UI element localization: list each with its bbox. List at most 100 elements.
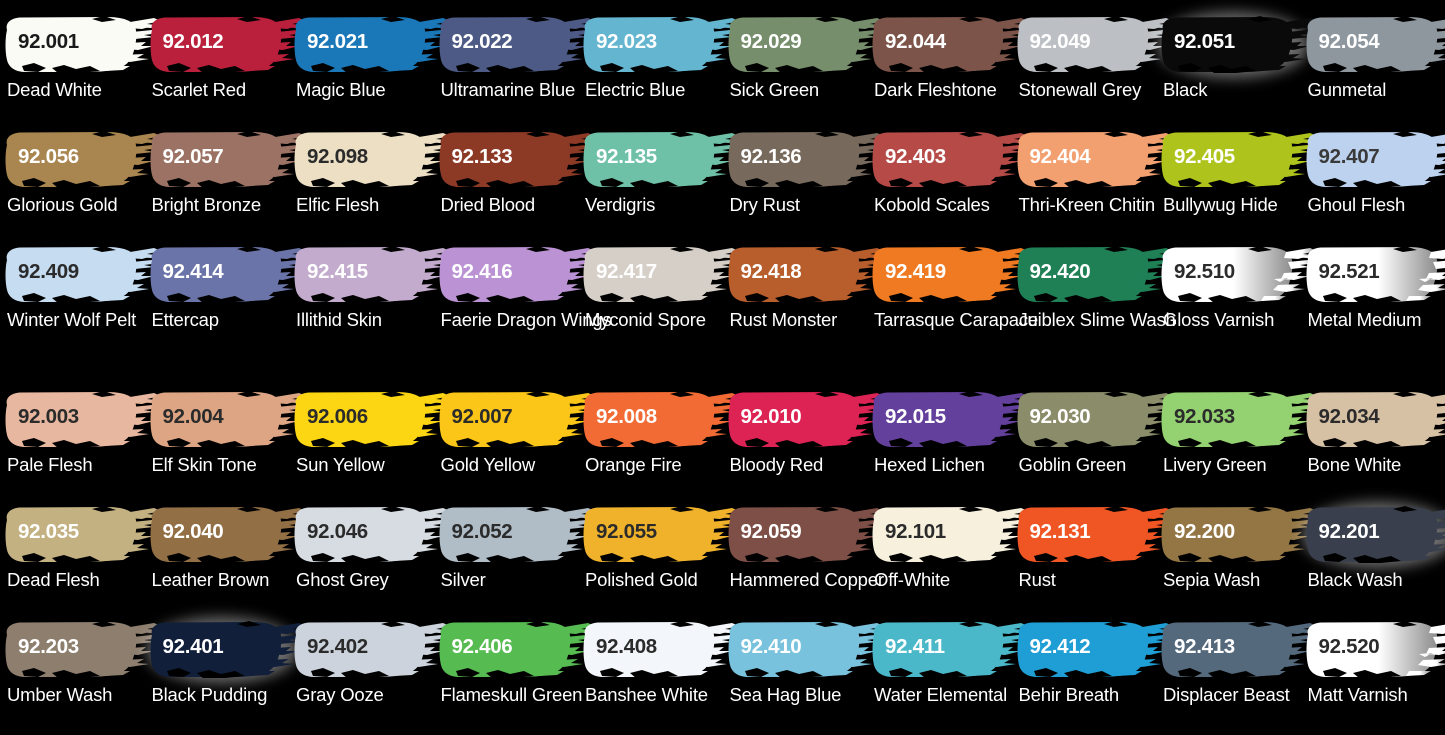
paint-swatch[interactable]: 92.414 Ettercap — [145, 230, 307, 345]
paint-name: Off-White — [874, 569, 950, 590]
paint-swatch[interactable]: 92.044 Dark Fleshtone — [867, 0, 1029, 115]
paint-name: Sea Hag Blue — [729, 684, 842, 705]
paint-swatch[interactable]: 92.007 Gold Yellow — [434, 375, 596, 490]
paint-swatch[interactable]: 92.411 Water Elemental — [867, 605, 1029, 720]
paint-name: Bone White — [1307, 454, 1402, 475]
paint-code: 92.101 — [885, 520, 946, 543]
paint-swatch[interactable]: 92.200 Sepia Wash — [1156, 490, 1318, 605]
paint-swatch[interactable]: 92.022 Ultramarine Blue — [434, 0, 596, 115]
paint-swatch[interactable]: 92.131 Rust — [1012, 490, 1174, 605]
paint-code: 92.029 — [740, 30, 802, 53]
paint-swatch[interactable]: 92.030 Goblin Green — [1012, 375, 1174, 490]
paint-swatch[interactable]: 92.054 Gunmetal — [1301, 0, 1445, 115]
paint-swatch[interactable]: 92.408 Banshee White — [578, 605, 740, 720]
paint-swatch[interactable]: 92.415 Illithid Skin — [289, 230, 451, 345]
paint-code: 92.510 — [1174, 260, 1235, 283]
paint-code: 92.413 — [1174, 635, 1235, 658]
paint-code: 92.408 — [596, 635, 657, 658]
paint-swatch[interactable]: 92.412 Behir Breath — [1012, 605, 1174, 720]
paint-name: Dried Blood — [440, 194, 536, 215]
paint-code: 92.046 — [307, 520, 368, 543]
paint-name: Black — [1163, 79, 1208, 100]
paint-swatch[interactable]: 92.416 Faerie Dragon Wings — [434, 230, 612, 345]
paint-swatch[interactable]: 92.521 Metal Medium — [1301, 230, 1445, 345]
paint-swatch[interactable]: 92.135 Verdigris — [578, 115, 740, 230]
paint-swatch[interactable]: 92.049 Stonewall Grey — [1012, 0, 1174, 115]
paint-swatch[interactable]: 92.033 Livery Green — [1156, 375, 1318, 490]
paint-swatch[interactable]: 92.046 Ghost Grey — [289, 490, 451, 605]
paint-swatch[interactable]: 92.051 Black — [1156, 0, 1318, 115]
paint-swatch[interactable]: 92.098 Elfic Flesh — [289, 115, 451, 230]
paint-swatch[interactable]: 92.015 Hexed Lichen — [867, 375, 1029, 490]
paint-name: Thri-Kreen Chitin — [1018, 194, 1156, 215]
paint-swatch[interactable]: 92.406 Flameskull Green — [434, 605, 596, 720]
paint-swatch[interactable]: 92.407 Ghoul Flesh — [1301, 115, 1445, 230]
paint-swatch[interactable]: 92.418 Rust Monster — [723, 230, 885, 345]
paint-swatch[interactable]: 92.101 Off-White — [867, 490, 1029, 605]
paint-swatch[interactable]: 92.133 Dried Blood — [434, 115, 596, 230]
paint-swatch[interactable]: 92.010 Bloody Red — [723, 375, 885, 490]
paint-code: 92.044 — [885, 30, 946, 53]
paint-name: Displacer Beast — [1163, 684, 1290, 705]
paint-code: 92.418 — [740, 260, 802, 283]
paint-code: 92.004 — [162, 405, 224, 428]
paint-swatch[interactable]: 92.417 Myconid Spore — [578, 230, 740, 345]
paint-swatch[interactable]: 92.401 Black Pudding — [145, 605, 307, 720]
paint-swatch[interactable]: 92.001 Dead White — [0, 0, 162, 115]
paint-swatch[interactable]: 92.055 Polished Gold — [578, 490, 740, 605]
paint-name: Livery Green — [1163, 454, 1267, 475]
paint-code: 92.520 — [1318, 635, 1380, 658]
paint-code: 92.035 — [18, 520, 79, 543]
paint-swatch[interactable]: 92.021 Magic Blue — [289, 0, 451, 115]
paint-swatch[interactable]: 92.410 Sea Hag Blue — [723, 605, 885, 720]
paint-swatch[interactable]: 92.023 Electric Blue — [578, 0, 740, 115]
paint-name: Ultramarine Blue — [440, 79, 576, 100]
paint-swatch[interactable]: 92.405 Bullywug Hide — [1156, 115, 1318, 230]
paint-swatch[interactable]: 92.008 Orange Fire — [578, 375, 740, 490]
paint-swatch[interactable]: 92.403 Kobold Scales — [867, 115, 1029, 230]
paint-swatch[interactable]: 92.029 Sick Green — [723, 0, 885, 115]
paint-swatch[interactable]: 92.409 Winter Wolf Pelt — [0, 230, 162, 345]
paint-code: 92.201 — [1318, 520, 1380, 543]
paint-name: Tarrasque Carapace — [874, 309, 1039, 330]
paint-name: Juiblex Slime Wash — [1018, 309, 1176, 330]
paint-swatch[interactable]: 92.510 Gloss Varnish — [1156, 230, 1318, 345]
paint-code: 92.405 — [1174, 145, 1235, 168]
paint-swatch[interactable]: 92.003 Pale Flesh — [0, 375, 162, 490]
paint-swatch[interactable]: 92.035 Dead Flesh — [0, 490, 162, 605]
paint-swatch[interactable]: 92.004 Elf Skin Tone — [145, 375, 307, 490]
paint-name: Ettercap — [151, 309, 219, 330]
paint-name: Electric Blue — [585, 79, 686, 100]
paint-swatch[interactable]: 92.203 Umber Wash — [0, 605, 162, 720]
paint-swatch[interactable]: 92.520 Matt Varnish — [1301, 605, 1445, 720]
paint-swatch[interactable]: 92.402 Gray Ooze — [289, 605, 451, 720]
paint-name: Hexed Lichen — [874, 454, 985, 475]
paint-swatch[interactable]: 92.040 Leather Brown — [145, 490, 307, 605]
paint-swatch[interactable]: 92.006 Sun Yellow — [289, 375, 451, 490]
paint-swatch[interactable]: 92.059 Hammered Copper — [723, 490, 885, 605]
paint-swatch[interactable]: 92.057 Bright Bronze — [145, 115, 307, 230]
paint-swatch[interactable]: 92.052 Silver — [434, 490, 596, 605]
paint-name: Elfic Flesh — [296, 194, 380, 215]
paint-swatch[interactable]: 92.034 Bone White — [1301, 375, 1445, 490]
paint-name: Gunmetal — [1307, 79, 1387, 100]
paint-code: 92.417 — [596, 260, 657, 283]
paint-swatch[interactable]: 92.136 Dry Rust — [723, 115, 885, 230]
paint-code: 92.415 — [307, 260, 368, 283]
paint-code: 92.052 — [451, 520, 513, 543]
paint-swatch[interactable]: 92.420 Juiblex Slime Wash — [1012, 230, 1176, 345]
swatch-row: 92.409 Winter Wolf Pelt 92.414 Ettercap 92.4… — [0, 230, 1445, 345]
paint-swatch[interactable]: 92.413 Displacer Beast — [1156, 605, 1318, 720]
paint-name: Gold Yellow — [440, 454, 536, 475]
paint-swatch[interactable]: 92.404 Thri-Kreen Chitin — [1012, 115, 1174, 230]
paint-swatch[interactable]: 92.056 Glorious Gold — [0, 115, 162, 230]
paint-name: Banshee White — [585, 684, 708, 705]
paint-code: 92.007 — [451, 405, 513, 428]
paint-code: 92.055 — [596, 520, 657, 543]
paint-name: Hammered Copper — [729, 569, 885, 590]
paint-code: 92.033 — [1174, 405, 1235, 428]
paint-swatch[interactable]: 92.419 Tarrasque Carapace — [867, 230, 1038, 345]
paint-swatch[interactable]: 92.012 Scarlet Red — [145, 0, 307, 115]
paint-swatch[interactable]: 92.201 Black Wash — [1301, 490, 1445, 605]
